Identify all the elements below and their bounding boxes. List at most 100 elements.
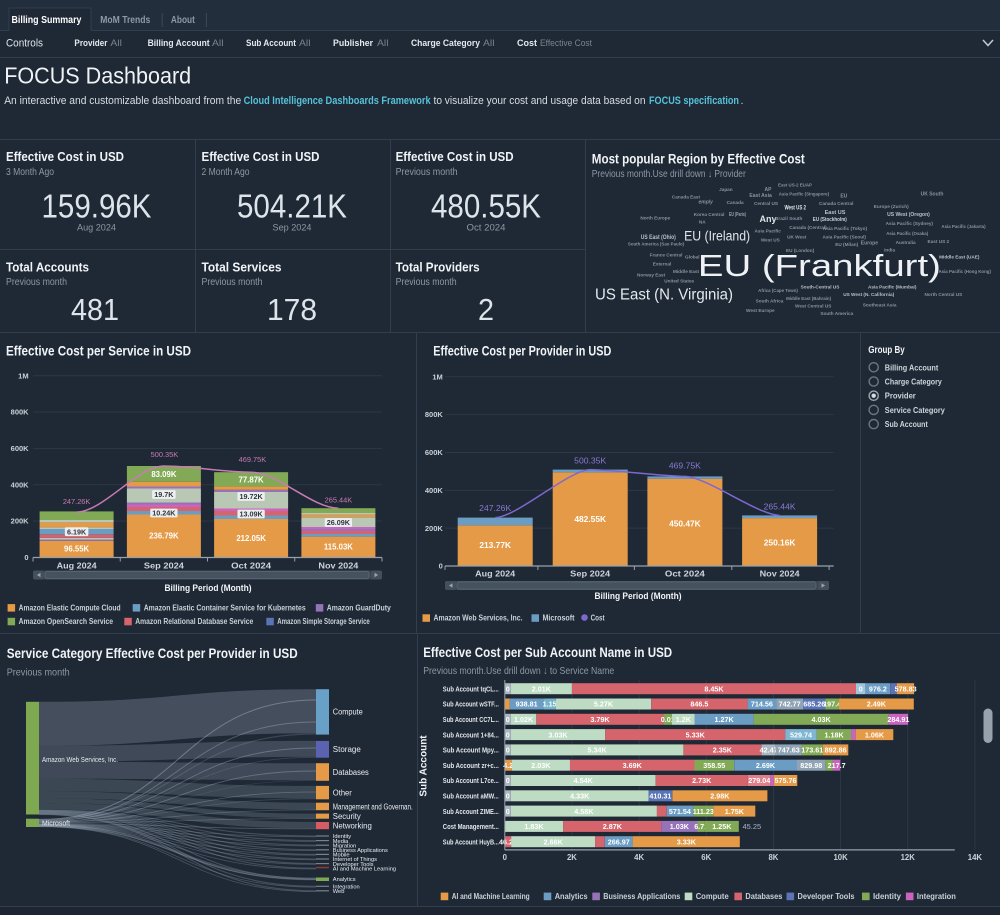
svg-text:Identity: Identity <box>333 834 351 840</box>
svg-text:Cost: Cost <box>517 38 538 49</box>
svg-text:Cloud Intelligence Dashboards: Cloud Intelligence Dashboards Framework <box>244 95 432 107</box>
svg-text:Sub Account wSTF...: Sub Account wSTF... <box>443 700 499 709</box>
svg-text:829.98: 829.98 <box>800 761 822 770</box>
svg-text:Asia Pacific (Hong Kong): Asia Pacific (Hong Kong) <box>938 269 991 274</box>
svg-text:Sub Account: Sub Account <box>419 735 430 797</box>
svg-text:Databases: Databases <box>333 768 369 777</box>
svg-text:83.09K: 83.09K <box>151 470 177 479</box>
svg-text:5.34K: 5.34K <box>588 746 608 755</box>
svg-text:0.01: 0.01 <box>661 715 675 724</box>
svg-text:UK South: UK South <box>921 192 944 198</box>
svg-text:500.35K: 500.35K <box>574 455 606 465</box>
svg-text:Nov 2024: Nov 2024 <box>760 569 800 579</box>
svg-text:US East (N. Virginia): US East (N. Virginia) <box>595 287 733 304</box>
svg-text:Sub Account: Sub Account <box>885 419 928 429</box>
svg-text:Amazon Elastic Container Servi: Amazon Elastic Container Service for Kub… <box>144 603 306 612</box>
svg-text:Effective Cost in USD: Effective Cost in USD <box>396 150 514 164</box>
svg-text:Sub Account zr+c...: Sub Account zr+c... <box>443 761 499 770</box>
svg-text:0: 0 <box>506 776 510 785</box>
svg-text:26.09K: 26.09K <box>327 518 351 527</box>
svg-text:Cost Management...: Cost Management... <box>443 822 499 831</box>
svg-text:800K: 800K <box>425 410 444 419</box>
svg-text:EU (Stockholm): EU (Stockholm) <box>813 217 847 223</box>
svg-text:Asia Pacific (Singapore): Asia Pacific (Singapore) <box>779 192 830 197</box>
svg-text:266.97: 266.97 <box>608 837 630 846</box>
svg-text:2K: 2K <box>567 853 577 862</box>
svg-text:Europe (Zurich): Europe (Zurich) <box>874 204 909 209</box>
svg-text:1.27K: 1.27K <box>715 715 735 724</box>
svg-text:Most popular Region by Effecti: Most popular Region by Effective Cost <box>592 152 805 167</box>
svg-text:Aug 2024: Aug 2024 <box>57 561 97 571</box>
svg-text:976.2: 976.2 <box>869 684 887 693</box>
svg-text:EU (Milan): EU (Milan) <box>835 242 858 247</box>
svg-text:UK West: UK West <box>787 235 807 240</box>
svg-text:247.26K: 247.26K <box>479 503 511 513</box>
svg-text:Billing Account: Billing Account <box>885 362 939 372</box>
svg-text:938.81: 938.81 <box>516 700 538 709</box>
svg-text:2.66K: 2.66K <box>544 837 564 846</box>
svg-text:5.33K: 5.33K <box>686 730 706 739</box>
svg-text:2.69K: 2.69K <box>756 761 776 770</box>
svg-text:Global: Global <box>685 255 700 260</box>
svg-text:Other: Other <box>333 788 352 797</box>
svg-text:Sub Account ZIME...: Sub Account ZIME... <box>443 807 499 816</box>
svg-text:4.58K: 4.58K <box>574 807 594 816</box>
svg-text:14K: 14K <box>968 853 983 862</box>
svg-text:Total Accounts: Total Accounts <box>6 261 89 275</box>
svg-text:450.47K: 450.47K <box>669 519 701 529</box>
svg-text:571.54: 571.54 <box>669 807 691 816</box>
svg-text:213.77K: 213.77K <box>479 540 511 550</box>
svg-text:469.75K: 469.75K <box>669 461 701 471</box>
svg-text:Canada Central: Canada Central <box>819 201 853 206</box>
svg-text:Previous month: Previous month <box>396 277 457 288</box>
svg-text:410.31: 410.31 <box>649 792 671 801</box>
svg-text:3.79K: 3.79K <box>590 715 610 724</box>
svg-text:Brazil South: Brazil South <box>775 216 802 221</box>
svg-text:115.03K: 115.03K <box>324 543 353 552</box>
svg-text:Networking: Networking <box>333 821 372 830</box>
svg-text:1.2K: 1.2K <box>676 715 692 724</box>
svg-text:MoM Trends: MoM Trends <box>100 14 150 26</box>
svg-text:Previous month: Previous month <box>396 167 458 178</box>
svg-text:Integration: Integration <box>917 892 956 901</box>
svg-text:8.45K: 8.45K <box>704 684 724 693</box>
svg-text:Total Services: Total Services <box>202 261 282 275</box>
svg-text:Controls: Controls <box>6 37 43 49</box>
svg-text:North Europe: North Europe <box>640 216 670 221</box>
svg-text:Billing Account: Billing Account <box>148 38 211 49</box>
svg-text:2.87K: 2.87K <box>603 822 623 831</box>
svg-text:45.25: 45.25 <box>742 822 761 831</box>
svg-text:All: All <box>299 38 311 49</box>
svg-text:West Europe: West Europe <box>746 308 775 313</box>
svg-text:Effective Cost per Sub Account: Effective Cost per Sub Account Name in U… <box>423 645 672 660</box>
svg-text:Internet of Things: Internet of Things <box>333 857 377 863</box>
svg-text:0: 0 <box>506 715 510 724</box>
svg-text:Asia Pacific (Sydney): Asia Pacific (Sydney) <box>886 221 934 226</box>
svg-text:2.73K: 2.73K <box>692 776 712 785</box>
svg-text:600K: 600K <box>11 444 30 453</box>
svg-text:400K: 400K <box>425 486 444 495</box>
svg-text:197.4: 197.4 <box>823 700 841 709</box>
svg-text:4.54K: 4.54K <box>574 776 594 785</box>
svg-text:178: 178 <box>267 293 317 327</box>
svg-text:846.5: 846.5 <box>690 700 708 709</box>
svg-text:1.03K: 1.03K <box>670 822 690 831</box>
svg-text:Middle East: Middle East <box>673 269 699 274</box>
svg-text:685.26: 685.26 <box>803 700 825 709</box>
svg-text:Amazon Relational Database Ser: Amazon Relational Database Service <box>135 617 253 626</box>
svg-text:5.27K: 5.27K <box>594 700 614 709</box>
svg-text:0: 0 <box>859 684 863 693</box>
svg-text:480.55K: 480.55K <box>431 188 541 225</box>
svg-text:US West (N. California): US West (N. California) <box>843 292 894 297</box>
svg-text:Amazon OpenSearch Service: Amazon OpenSearch Service <box>19 617 114 626</box>
svg-text:EU: EU <box>840 194 847 200</box>
svg-text:Storage: Storage <box>333 745 362 754</box>
svg-text:400K: 400K <box>11 480 30 489</box>
svg-text:0: 0 <box>506 746 510 755</box>
svg-text:3.03K: 3.03K <box>548 730 568 739</box>
svg-text:Central US: Central US <box>754 201 778 206</box>
svg-text:Integration: Integration <box>333 885 360 891</box>
svg-text:Amazon GuardDuty: Amazon GuardDuty <box>327 603 391 612</box>
svg-text:Sub Account aMW...: Sub Account aMW... <box>443 792 499 801</box>
svg-text:0: 0 <box>24 553 28 562</box>
